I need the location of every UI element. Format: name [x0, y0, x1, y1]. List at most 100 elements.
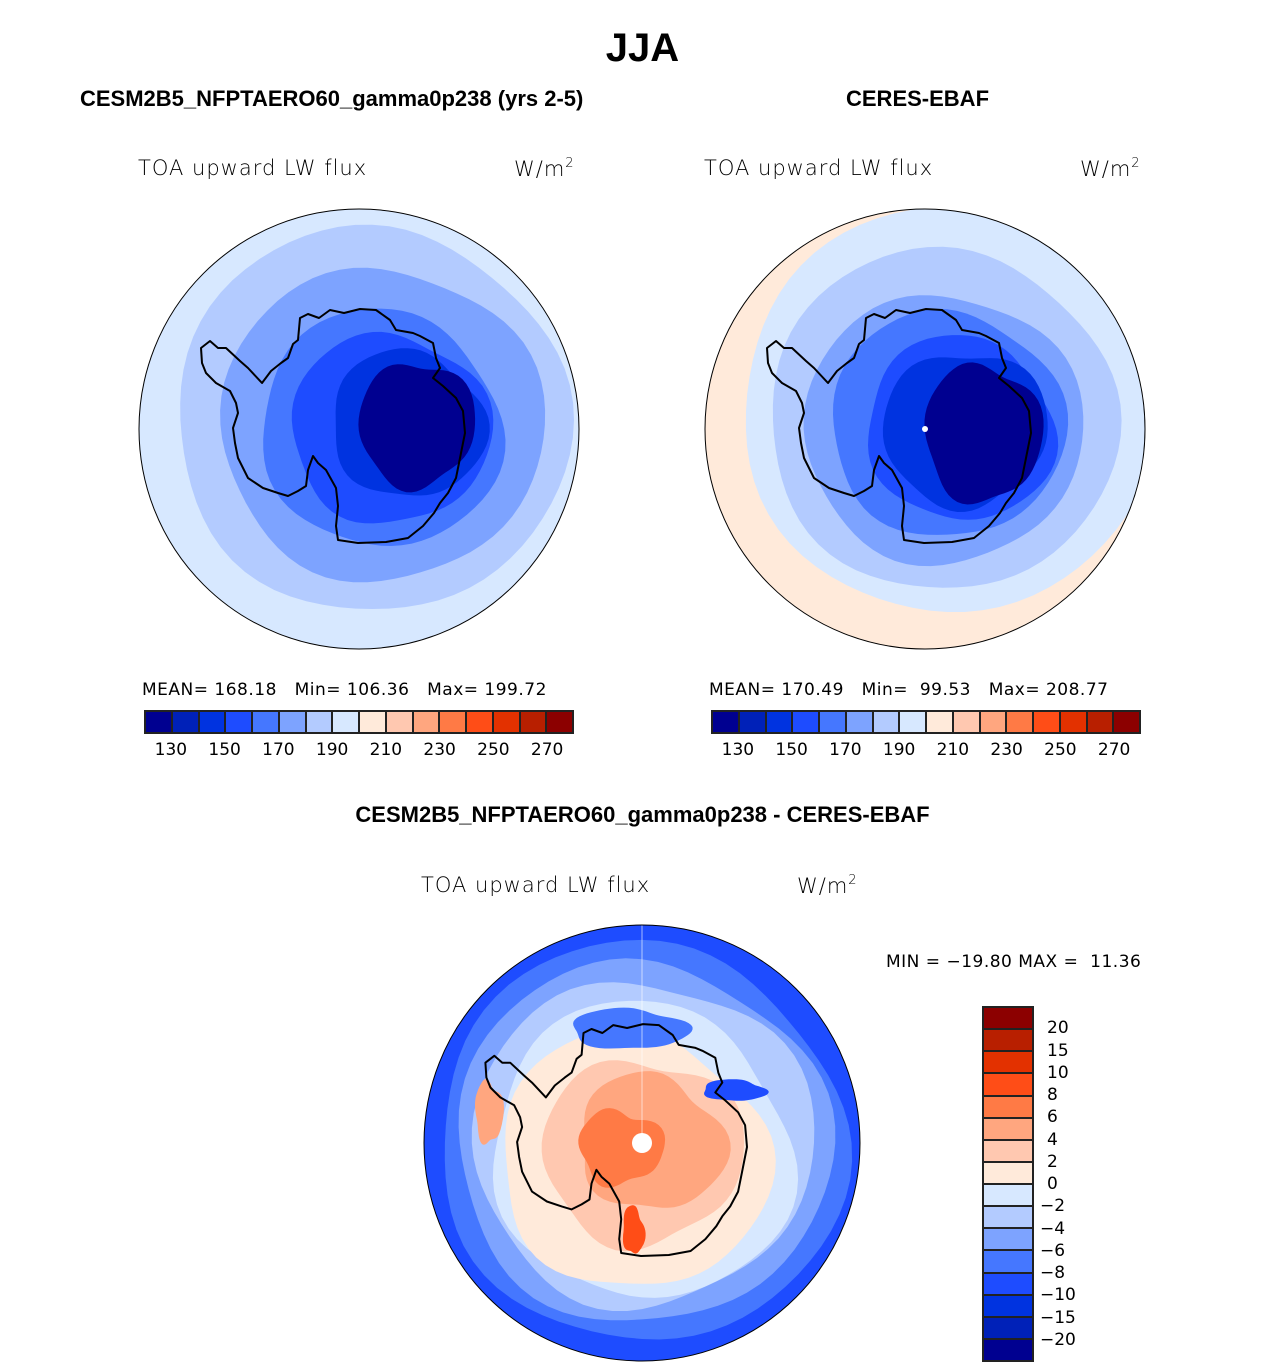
colorbar-tick-label: 150 [208, 740, 241, 760]
colorbar-swatch [953, 712, 981, 732]
colorbar-tick-label: 150 [775, 740, 808, 760]
antarctica-coastline [766, 308, 1032, 544]
colorbar-swatch [984, 1339, 1032, 1360]
map-contour-fill [424, 925, 860, 1361]
colorbar-swatch [927, 712, 954, 732]
colorbar-tick-label: 230 [423, 740, 456, 760]
colorbar-tick-label: 190 [315, 740, 349, 760]
colorbar-tick-label: 170 [262, 740, 295, 760]
colorbar-tick-label: 230 [990, 740, 1023, 760]
difference-variable: TOA upward LW flux [421, 873, 651, 897]
colorbar-swatch [333, 712, 360, 732]
contour-level [622, 1205, 646, 1254]
colorbar-swatch [199, 712, 227, 732]
colorbar-swatch [226, 712, 253, 732]
colorbar-swatch [1060, 712, 1088, 732]
units-exponent: 2 [848, 873, 858, 888]
map-contour-fill [705, 209, 1145, 649]
colorbar-swatch [984, 1185, 1032, 1208]
colorbar-swatch [984, 1251, 1032, 1274]
colorbar-tick-label: −10 [1040, 1285, 1076, 1306]
colorbar-swatch [984, 1317, 1032, 1340]
colorbar-tick-label: −20 [1040, 1329, 1076, 1350]
colorbar-swatch [386, 712, 414, 732]
colorbar-tick-label: 250 [477, 740, 510, 760]
colorbar-swatch [984, 1030, 1032, 1053]
colorbar-swatch [984, 1074, 1032, 1097]
colorbar-swatch [1087, 712, 1115, 732]
colorbar-swatch [984, 1295, 1032, 1318]
map-contour-fill [139, 209, 579, 649]
colorbar-tick-label: −4 [1040, 1218, 1066, 1239]
colorbar-swatch [146, 712, 173, 732]
colorbar-tick-label: 0 [1047, 1174, 1058, 1194]
pole-marker [632, 1133, 652, 1153]
colorbar-tick-label: 20 [1047, 1018, 1069, 1039]
colorbar-swatch [1114, 712, 1139, 732]
colorbar-swatch [440, 712, 467, 732]
colorbar-swatch [739, 712, 767, 732]
antarctica-coastline [484, 1023, 748, 1257]
map-boundary-circle [704, 208, 1146, 650]
colorbar-swatch [984, 1096, 1032, 1119]
colorbar-swatch [520, 712, 548, 732]
panel-2-units: W/m2 [1080, 156, 1141, 181]
panel-2-title: CERES-EBAF [846, 86, 990, 111]
colorbar-swatch [793, 712, 820, 732]
colorbar-swatch [846, 712, 874, 732]
colorbar-tick-label: 10 [1047, 1062, 1069, 1083]
colorbar-swatch [413, 712, 441, 732]
colorbar-swatch [713, 712, 740, 732]
colorbar-swatch [1007, 712, 1034, 732]
colorbar-tick-label: 270 [1097, 740, 1131, 760]
colorbar-tick-label: 170 [829, 740, 862, 760]
colorbar-tick-label: 270 [530, 740, 564, 760]
units-exponent: 2 [565, 156, 575, 171]
antarctica-coastline [200, 308, 466, 544]
contour-level [924, 362, 1044, 505]
difference-stats: MIN = −19.80 MAX = 11.36 [886, 952, 1142, 972]
difference-polar-map [423, 924, 861, 1362]
colorbar-swatch [984, 1140, 1032, 1163]
panel-1-stats: MEAN= 168.18 Min= 106.36 Max= 199.72 [142, 680, 547, 700]
colorbar-swatch [820, 712, 847, 732]
difference-title: CESM2B5_NFPTAERO60_gamma0p238 - CERES-EB… [355, 802, 930, 827]
colorbar-tick-label: −8 [1040, 1263, 1066, 1283]
difference-colorbar [982, 1006, 1034, 1362]
colorbar-swatch [984, 1273, 1032, 1296]
panel-2-polar-map [704, 208, 1146, 650]
colorbar-tick-label: 210 [936, 740, 970, 760]
colorbar-swatch [306, 712, 334, 732]
colorbar-swatch [172, 712, 200, 732]
panel-2-colorbar-ticks: 130 150 170 190 210 230 250 270 [711, 740, 1141, 762]
colorbar-swatch [873, 712, 901, 732]
colorbar-swatch [493, 712, 521, 732]
colorbar-swatch [984, 1008, 1032, 1031]
colorbar-swatch [984, 1207, 1032, 1230]
colorbar-tick-label: 130 [721, 740, 755, 760]
colorbar-swatch [984, 1052, 1032, 1075]
panel-1-variable: TOA upward LW flux [138, 156, 368, 180]
colorbar-tick-label: 210 [369, 740, 403, 760]
panel-1-colorbar [144, 710, 574, 734]
units-base: W/m [514, 157, 566, 181]
map-boundary-circle [423, 924, 861, 1362]
map-boundary-circle [138, 208, 580, 650]
colorbar-tick-label: 190 [882, 740, 916, 760]
panel-1-title: CESM2B5_NFPTAERO60_gamma0p238 (yrs 2-5) [80, 86, 584, 111]
colorbar-swatch [766, 712, 794, 732]
units-base: W/m [1080, 157, 1132, 181]
colorbar-tick-label: 2 [1047, 1151, 1058, 1172]
colorbar-swatch [984, 1162, 1032, 1185]
contour-level [578, 1108, 666, 1188]
contour-level [573, 1007, 693, 1049]
colorbar-tick-label: 4 [1047, 1129, 1058, 1150]
panel-1-colorbar-ticks: 130 150 170 190 210 230 250 270 [144, 740, 574, 762]
difference-colorbar-ticks: 20 15 10 8 6 4 2 0 −2 −4 −6 −8 −10 −15 −20 [1040, 1006, 1100, 1362]
contour-level [358, 364, 476, 493]
units-exponent: 2 [1131, 156, 1141, 171]
difference-units: W/m2 [797, 873, 858, 898]
panel-2-stats: MEAN= 170.49 Min= 99.53 Max= 208.77 [709, 680, 1109, 700]
colorbar-swatch [1034, 712, 1061, 732]
colorbar-tick-label: −6 [1040, 1240, 1066, 1261]
